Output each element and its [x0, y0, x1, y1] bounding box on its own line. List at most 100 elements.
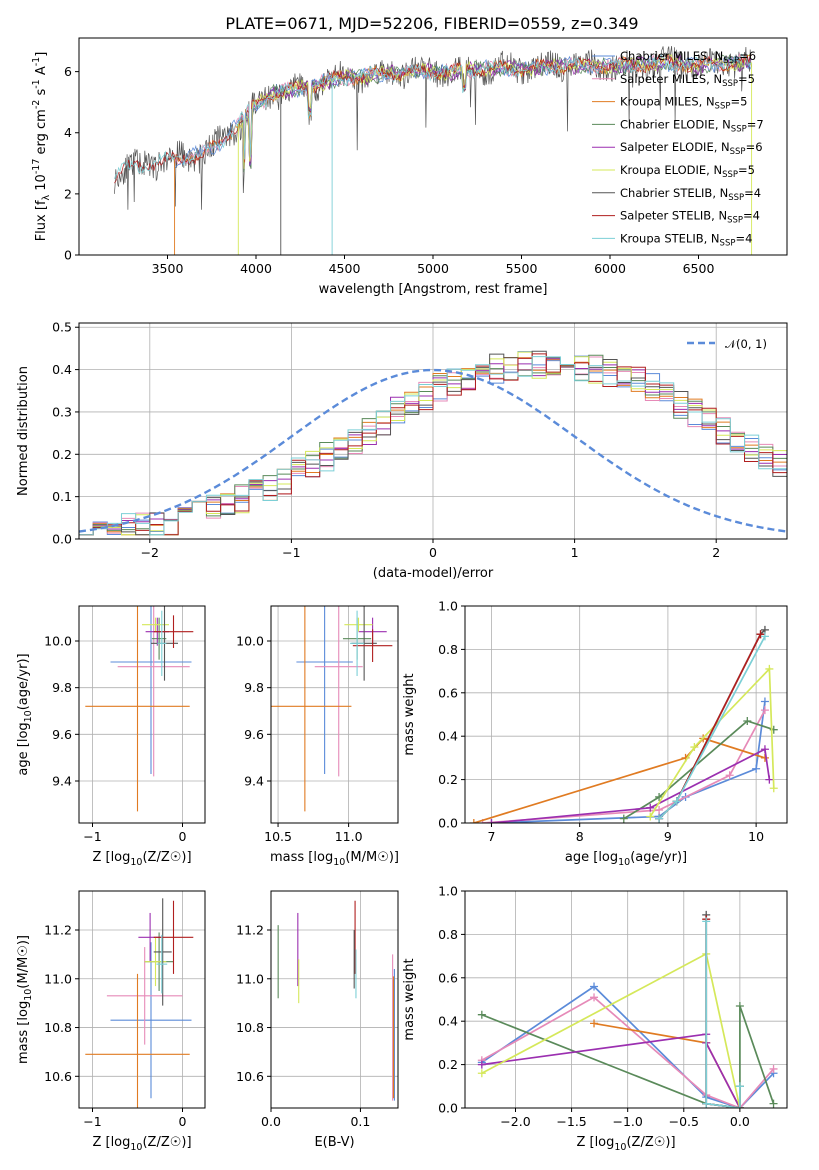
y-axis-label: Normed distribution	[16, 366, 31, 496]
mass-weight-marker	[477, 1010, 486, 1019]
legend-entry: 𝒩(0, 1)	[725, 337, 767, 351]
mass-weight-line	[491, 747, 771, 823]
plot-area	[85, 606, 194, 812]
x-axis-label: Z [log10(Z/Z☉)]	[576, 1135, 675, 1153]
x-tick-label: 4000	[240, 261, 272, 276]
x-axis-label: (data-model)/error	[373, 566, 494, 581]
legend-entry: Kroupa ELODIE, NSSP=5	[620, 163, 755, 180]
y-tick-label: 10.8	[236, 1020, 264, 1035]
x-tick-label: −1	[83, 829, 101, 844]
y-tick-label: 11.2	[44, 923, 72, 938]
spectrum-line	[114, 53, 752, 180]
plot-area	[477, 910, 778, 1108]
spectrum-line	[237, 54, 752, 173]
axes-frame	[270, 605, 399, 824]
x-tick-label: −1.5	[556, 1114, 586, 1129]
mass-weight-marker	[477, 1069, 486, 1078]
y-tick-label: 9.6	[244, 727, 264, 742]
y-tick-label: 0.2	[52, 447, 72, 462]
mass-weight-line	[481, 1005, 775, 1108]
mass-weight-marker	[769, 1064, 778, 1073]
mass-weight-marker	[765, 664, 774, 673]
y-tick-label: 9.8	[244, 680, 264, 695]
legend-entry: Salpeter MILES, NSSP=5	[620, 72, 755, 89]
mass-weight-marker	[619, 814, 628, 823]
x-tick-label: 11.0	[335, 829, 363, 844]
axes-frame	[270, 890, 399, 1109]
mass-weight-marker	[646, 812, 655, 821]
panels: 3500 4000 4500 5000 5500 6000 6500 0 2 4 6 waveleng…	[16, 37, 788, 1153]
mass-weight-marker	[469, 819, 478, 823]
mass-weight-marker	[756, 630, 765, 639]
y-tick-label: 9.8	[52, 680, 72, 695]
x-tick-label: 3500	[152, 261, 184, 276]
x-tick-label: 0	[179, 1114, 187, 1129]
mass-weight-marker	[760, 697, 769, 706]
x-tick-label: −1	[282, 545, 300, 560]
age-massweight-panel: 7 8 9 10 0.0 0.2 0.4 0.6 0.8 1.0 age [log10(age/yr…	[402, 599, 788, 868]
x-tick-label: −1.0	[613, 1114, 643, 1129]
x-tick-label: 0	[429, 545, 437, 560]
mass-weight-marker	[590, 993, 599, 1002]
mass-weight-marker	[702, 917, 711, 926]
y-tick-label: 2	[64, 186, 72, 201]
x-tick-label: −2	[141, 545, 159, 560]
plot-area	[277, 900, 395, 1101]
mass-weight-marker	[769, 784, 778, 793]
mass-weight-marker	[487, 819, 496, 823]
x-axis-label: E(B-V)	[314, 1135, 354, 1150]
y-tick-label: 0.2	[438, 1057, 458, 1072]
y-tick-label: 11.2	[236, 923, 264, 938]
mass-weight-line	[658, 633, 762, 820]
mass-age-panel: 10.5 11.0 9.4 9.6 9.8 10.0 mass [log10(M/M☉)]	[236, 605, 399, 868]
legend-entry: Kroupa MILES, NSSP=5	[620, 95, 747, 112]
y-axis-label: mass weight	[402, 673, 417, 755]
mass-weight-marker	[655, 814, 664, 823]
mass-weight-marker	[655, 805, 664, 814]
x-tick-label: 10	[748, 829, 764, 844]
y-axis-label: age [log10(age/yr)]	[16, 653, 34, 775]
y-tick-label: 10.0	[44, 634, 72, 649]
x-tick-label: 10.5	[264, 829, 292, 844]
legend-entry: Kroupa STELIB, NSSP=4	[620, 231, 752, 248]
x-tick-label: 0	[179, 829, 187, 844]
figure-title: PLATE=0671, MJD=52206, FIBERID=0559, z=0…	[225, 14, 638, 33]
y-tick-label: 1.0	[438, 599, 458, 614]
x-tick-label: 6000	[594, 261, 626, 276]
mass-weight-marker	[646, 803, 655, 812]
mass-weight-marker	[735, 1082, 744, 1091]
y-tick-label: 11.0	[44, 971, 72, 986]
x-axis-label: wavelength [Angstrom, rest frame]	[319, 282, 548, 297]
y-tick-label: 11.0	[236, 971, 264, 986]
x-tick-label: 6500	[683, 261, 715, 276]
x-tick-label: 0.1	[350, 1114, 370, 1129]
y-tick-label: 0.3	[52, 404, 72, 419]
plot-area	[79, 350, 787, 539]
x-tick-label: 1	[571, 545, 579, 560]
x-tick-label: −1	[83, 1114, 101, 1129]
x-tick-label: −0.5	[669, 1114, 699, 1129]
y-tick-label: 0.6	[438, 970, 458, 985]
mass-weight-line	[705, 919, 741, 1108]
y-tick-label: 10.0	[236, 634, 264, 649]
mass-weight-line	[482, 709, 766, 823]
mass-weight-marker	[702, 1099, 711, 1108]
mass-weight-marker	[760, 745, 769, 754]
y-tick-label: 0	[64, 248, 72, 263]
mass-weight-marker	[477, 1060, 486, 1069]
x-tick-label: 5000	[417, 261, 449, 276]
mass-weight-marker	[760, 706, 769, 715]
y-tick-label: 6	[64, 64, 72, 79]
mass-weight-marker	[743, 717, 752, 726]
z-mass-panel: −1 0 10.6 10.8 11.0 11.2 Z [log10(Z/Z☉)] mass […	[16, 890, 206, 1153]
mass-weight-marker	[590, 982, 599, 991]
x-axis-label: mass [log10(M/M☉)]	[270, 850, 399, 868]
x-tick-label: 2	[712, 545, 720, 560]
y-tick-label: 0.4	[52, 362, 72, 377]
y-axis-label: Flux [fλ 10-17 erg cm-2 s-1 A-1]	[31, 52, 52, 242]
legend-entry: Chabrier ELODIE, NSSP=7	[620, 117, 764, 134]
y-tick-label: 10.6	[44, 1069, 72, 1084]
axes-frame	[78, 890, 206, 1109]
mass-weight-marker	[735, 1002, 744, 1011]
mass-weight-marker	[672, 797, 681, 806]
